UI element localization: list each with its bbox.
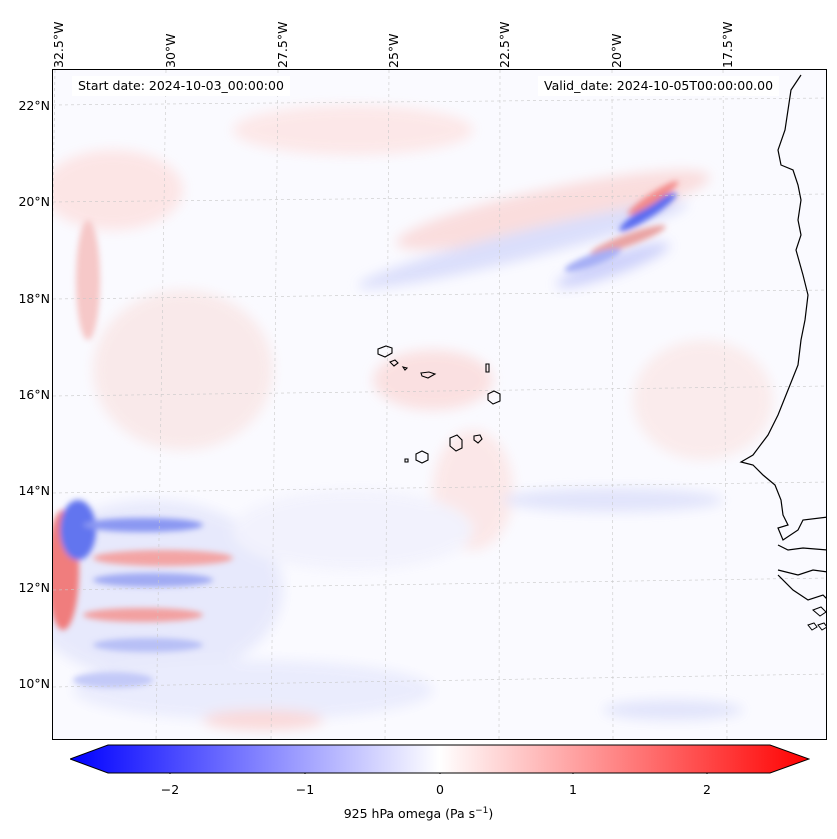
lat-label-12n: 12°N [18,580,50,595]
lon-label-22-5w: 22.5°W [497,21,512,68]
lat-label-18n: 18°N [18,291,50,306]
lon-label-32-5w: 32.5°W [51,21,66,68]
colorbar-title: 925 hPa omega (Pa s−1) [343,806,494,822]
lon-label-17-5w: 17.5°W [720,21,735,68]
cbar-tick-label-0: 0 [436,782,444,797]
graticule [53,70,826,739]
lat-label-16n: 16°N [18,387,50,402]
africa-coastline [739,74,826,541]
lon-label-27-5w: 27.5°W [275,21,290,68]
cbar-tick-label-m2: −2 [160,782,180,797]
lat-label-22n: 22°N [18,98,50,113]
cape-verde-islands [377,345,501,464]
bijagos-islands [807,606,826,631]
cbar-tick-label-1: 1 [569,782,577,797]
lon-label-25w: 25°W [386,33,401,68]
lat-label-14n: 14°N [18,483,50,498]
lat-label-20n: 20°N [18,194,50,209]
lon-label-20w: 20°W [609,33,624,68]
omega-field-map [53,70,826,739]
colorbar [70,744,810,774]
omega-shading [53,105,773,730]
start-date-label: Start date: 2024-10-03_00:00:00 [72,76,290,96]
map-panel[interactable] [52,69,827,740]
colorbar-fill [70,744,810,774]
valid-date-label: Valid_date: 2024-10-05T00:00:00.00 [538,76,780,96]
omega-strong-cells [53,181,679,688]
lat-label-10n: 10°N [18,676,50,691]
cbar-tick-label-2: 2 [703,782,711,797]
cbar-tick-label-m1: −1 [295,782,315,797]
lon-label-30w: 30°W [163,33,178,68]
gambia-coastline [777,544,826,601]
